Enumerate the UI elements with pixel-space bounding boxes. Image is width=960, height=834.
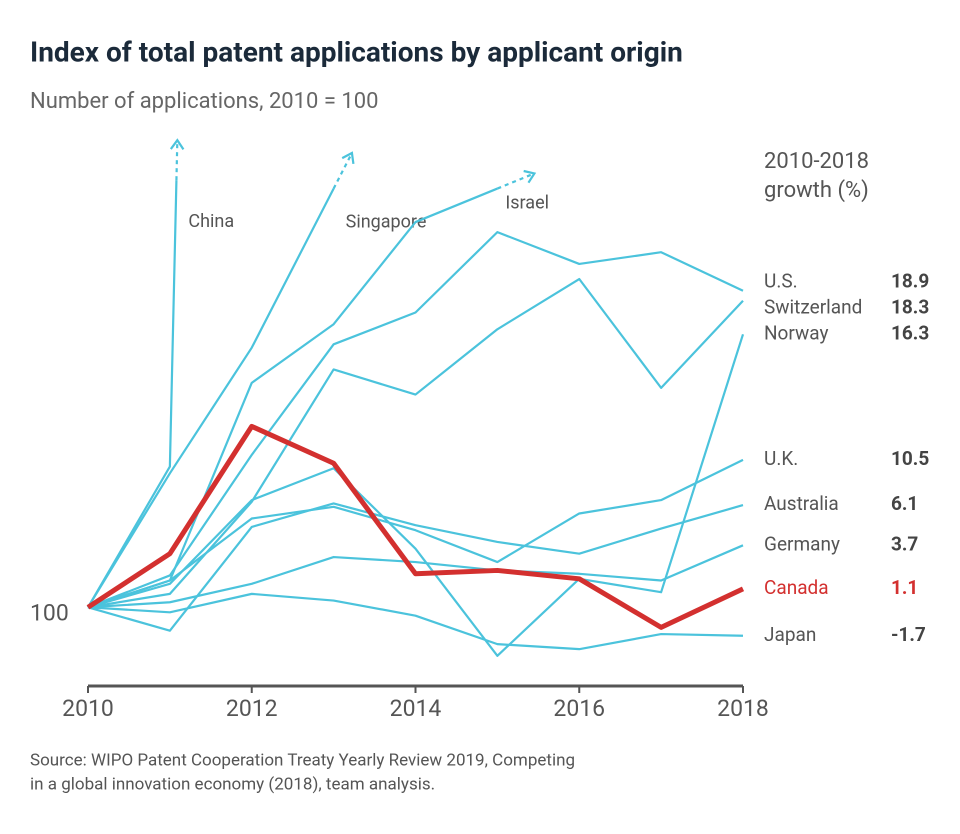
series-line xyxy=(87,592,744,651)
series-label: China xyxy=(188,211,234,232)
offchart-arrow xyxy=(175,140,179,181)
legend-label: U.K. xyxy=(764,447,798,470)
series-line xyxy=(87,277,744,609)
x-tick-label: 2014 xyxy=(390,695,442,722)
growth-value: 18.9 xyxy=(891,270,929,293)
series-label: Singapore xyxy=(346,211,427,232)
series-line xyxy=(86,423,745,630)
legend-label: Australia xyxy=(764,492,839,515)
x-tick-label: 2010 xyxy=(62,695,114,722)
x-tick-label: 2016 xyxy=(553,695,605,722)
legend-label: Norway xyxy=(764,322,828,345)
series-line xyxy=(87,180,178,608)
series-line xyxy=(87,544,744,609)
growth-value: 1.1 xyxy=(891,576,918,599)
x-tick-label: 2012 xyxy=(226,695,278,722)
growth-value: 18.3 xyxy=(891,296,929,319)
growth-header: 2010-2018 xyxy=(764,149,869,174)
arrow-head xyxy=(169,138,185,150)
growth-value: -1.7 xyxy=(891,623,926,646)
chart-title: Index of total patent applications by ap… xyxy=(30,35,683,68)
growth-value: 3.7 xyxy=(891,532,918,555)
legend-label: Japan xyxy=(764,623,816,646)
growth-value: 16.3 xyxy=(891,322,929,345)
series-label: Israel xyxy=(505,192,549,213)
legend-label: Germany xyxy=(764,532,840,555)
series-line xyxy=(87,333,745,657)
legend-label: Canada xyxy=(764,576,829,599)
arrow-head xyxy=(341,151,355,165)
growth-value: 10.5 xyxy=(891,447,929,470)
legend-label: Switzerland xyxy=(764,296,862,319)
series-line xyxy=(87,188,335,608)
growth-value: 6.1 xyxy=(891,492,918,515)
source: Source: WIPO Patent Cooperation Treaty Y… xyxy=(30,750,575,770)
arrow-head xyxy=(523,169,537,184)
y-tick-label: 100 xyxy=(30,599,69,626)
series-line xyxy=(87,458,744,609)
offchart-arrow xyxy=(496,172,535,190)
legend-label: U.S. xyxy=(764,270,798,293)
source: in a global innovation economy (2018), t… xyxy=(30,774,435,794)
chart-subtitle: Number of applications, 2010 = 100 xyxy=(30,89,378,114)
x-tick-label: 2018 xyxy=(717,695,769,722)
growth-header: growth (%) xyxy=(764,178,869,203)
offchart-arrow xyxy=(332,152,353,190)
series-line xyxy=(87,231,744,609)
